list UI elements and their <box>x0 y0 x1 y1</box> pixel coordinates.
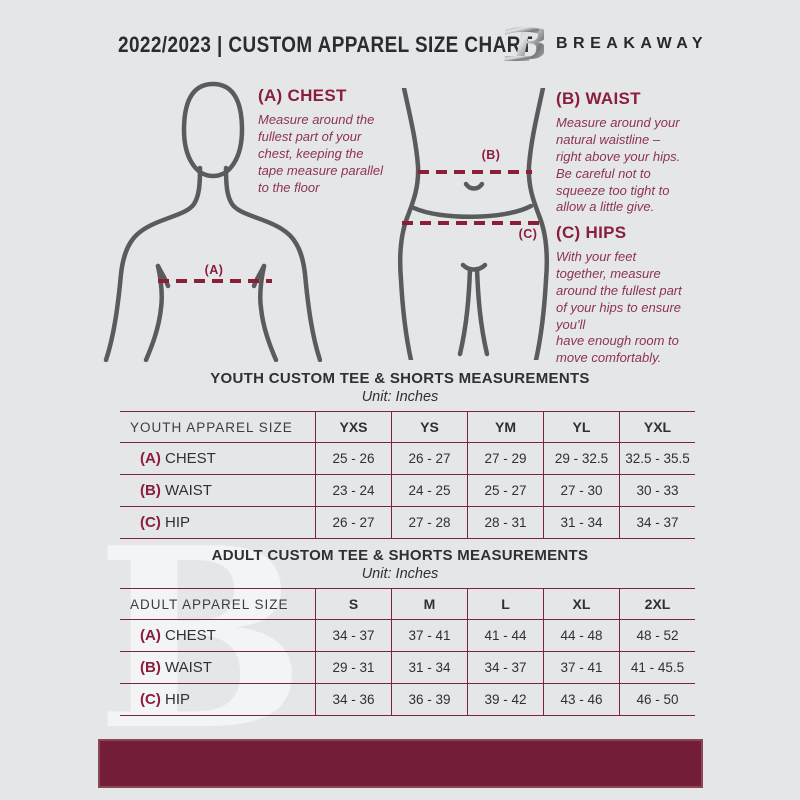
waist-section-body: Measure around your natural waistline – … <box>556 115 681 215</box>
waist-measure-label: (B) <box>481 148 501 162</box>
adult-size-table: ADULT APPAREL SIZE S M L XL 2XL (A) CHEST 34 - … <box>120 588 695 716</box>
measurement-cell: 39 - 42 <box>467 683 544 716</box>
size-label-header: YOUTH APPAREL SIZE <box>130 419 293 435</box>
size-column-header: YS <box>391 411 468 443</box>
page-title: 2022/2023 | CUSTOM APPAREL SIZE CHART <box>118 32 533 57</box>
measurement-cell: 27 - 29 <box>467 442 544 475</box>
table-row: (A) CHEST 34 - 37 37 - 41 41 - 44 44 - 48 48 … <box>120 619 695 652</box>
size-column-header: L <box>467 588 544 620</box>
row-label: (A) CHEST <box>140 450 216 467</box>
chest-measure-label: (A) <box>204 263 224 277</box>
row-label: (C) HIP <box>140 514 191 531</box>
measurement-cell: 26 - 27 <box>315 506 392 539</box>
measurement-cell: 25 - 27 <box>467 474 544 507</box>
size-table: ADULT APPAREL SIZE S M L XL 2XL (A) CHEST 34 - … <box>120 588 695 716</box>
chest-section-heading: (A) CHEST <box>258 86 347 105</box>
size-column-header: YXS <box>315 411 392 443</box>
youth-table-unit: Unit: Inches <box>361 389 439 405</box>
measurement-cell: 34 - 37 <box>619 506 695 539</box>
size-column-header: 2XL <box>619 588 695 620</box>
youth-table-title: YOUTH CUSTOM TEE & SHORTS MEASUREMENTS <box>210 370 590 387</box>
measurement-cell: 31 - 34 <box>391 651 468 684</box>
row-label-prefix: (A) <box>140 450 165 467</box>
waist-section-heading: (B) WAIST <box>556 89 641 108</box>
measurement-cell: 25 - 26 <box>315 442 392 475</box>
size-label-header: ADULT APPAREL SIZE <box>130 596 289 612</box>
row-label-prefix: (C) <box>140 691 165 708</box>
table-row: (B) WAIST 29 - 31 31 - 34 34 - 37 37 - 41 41 … <box>120 651 695 684</box>
size-column-header: S <box>315 588 392 620</box>
measurement-cell: 31 - 34 <box>543 506 620 539</box>
adult-table-title: ADULT CUSTOM TEE & SHORTS MEASUREMENTS <box>211 547 589 564</box>
measurement-cell: 30 - 33 <box>619 474 695 507</box>
size-column-header: YL <box>543 411 620 443</box>
measurement-cell: 44 - 48 <box>543 619 620 652</box>
measurement-cell: 37 - 41 <box>391 619 468 652</box>
measurement-cell: 27 - 28 <box>391 506 468 539</box>
footer-accent-bar <box>98 739 703 788</box>
table-row: (C) HIP 26 - 27 27 - 28 28 - 31 31 - 34 34 - … <box>120 506 695 539</box>
hips-section-body: With your feet together, measure around … <box>556 249 682 366</box>
size-column-header: YM <box>467 411 544 443</box>
row-label-prefix: (C) <box>140 514 165 531</box>
measurement-cell: 34 - 37 <box>315 619 392 652</box>
size-table: YOUTH APPAREL SIZE YXS YS YM YL YXL (A) CHEST 2… <box>120 411 695 539</box>
measurement-cell: 27 - 30 <box>543 474 620 507</box>
youth-size-table: YOUTH APPAREL SIZE YXS YS YM YL YXL (A) CHEST 2… <box>120 411 695 539</box>
measurement-cell: 37 - 41 <box>543 651 620 684</box>
measurement-cell: 36 - 39 <box>391 683 468 716</box>
measurement-cell: 46 - 50 <box>619 683 695 716</box>
row-label: (C) HIP <box>140 691 191 708</box>
measurement-cell: 43 - 46 <box>543 683 620 716</box>
measurement-cell: 32.5 - 35.5 <box>619 442 695 475</box>
row-label-prefix: (B) <box>140 482 165 499</box>
measurement-cell: 23 - 24 <box>315 474 392 507</box>
measurement-cell: 24 - 25 <box>391 474 468 507</box>
adult-table-unit: Unit: Inches <box>361 566 439 582</box>
waist-hip-figure-illustration <box>398 88 549 360</box>
table-row: (B) WAIST 23 - 24 24 - 25 25 - 27 27 - 30 30 … <box>120 474 695 507</box>
table-row: (A) CHEST 25 - 26 26 - 27 27 - 29 29 - 32.5 3… <box>120 442 695 475</box>
row-label: (A) CHEST <box>140 627 216 644</box>
row-label: (B) WAIST <box>140 659 212 676</box>
measurement-cell: 34 - 37 <box>467 651 544 684</box>
row-label-prefix: (A) <box>140 627 165 644</box>
chest-figure-illustration <box>103 81 322 362</box>
brand-name: BREAKAWAY <box>556 35 709 52</box>
table-row: (C) HIP 34 - 36 36 - 39 39 - 42 43 - 46 46 - … <box>120 683 695 716</box>
size-column-header: XL <box>543 588 620 620</box>
size-column-header: M <box>391 588 468 620</box>
measurement-cell: 41 - 45.5 <box>619 651 695 684</box>
measurement-cell: 26 - 27 <box>391 442 468 475</box>
breakaway-logo-icon: B <box>504 20 544 66</box>
measurement-cell: 34 - 36 <box>315 683 392 716</box>
measurement-cell: 29 - 31 <box>315 651 392 684</box>
table-header-row: ADULT APPAREL SIZE S M L XL 2XL <box>120 588 695 620</box>
row-label-prefix: (B) <box>140 659 165 676</box>
row-label: (B) WAIST <box>140 482 212 499</box>
hips-section-heading: (C) HIPS <box>556 223 627 242</box>
table-header-row: YOUTH APPAREL SIZE YXS YS YM YL YXL <box>120 411 695 443</box>
hip-measure-label: (C) <box>518 227 538 241</box>
size-column-header: YXL <box>619 411 695 443</box>
measurement-cell: 41 - 44 <box>467 619 544 652</box>
measurement-cell: 29 - 32.5 <box>543 442 620 475</box>
chest-section-body: Measure around the fullest part of your … <box>258 112 384 195</box>
measurement-cell: 48 - 52 <box>619 619 695 652</box>
measurement-cell: 28 - 31 <box>467 506 544 539</box>
